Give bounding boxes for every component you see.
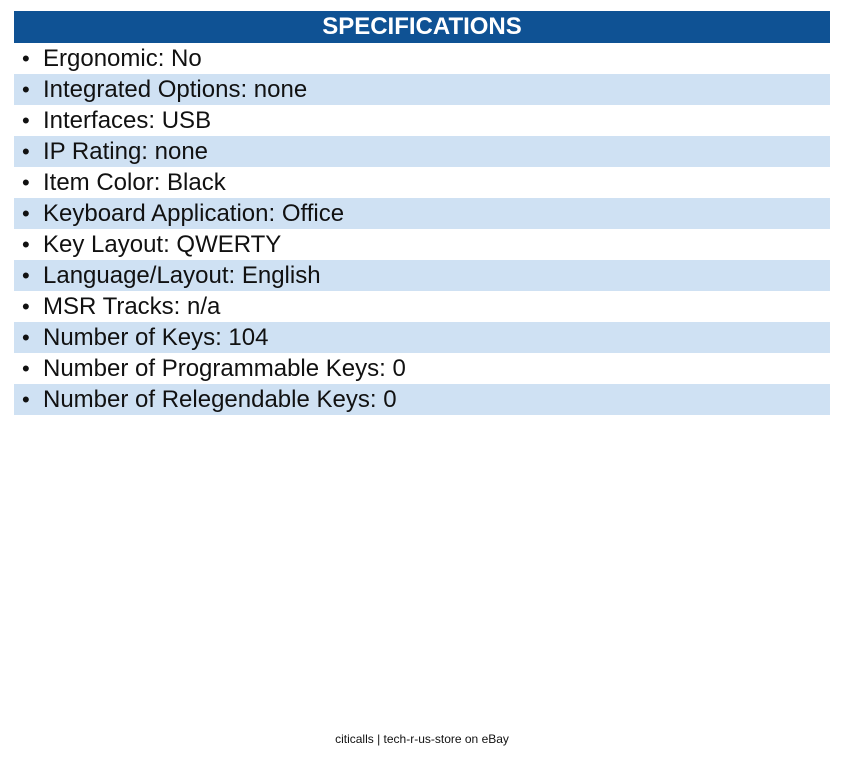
- bullet-icon: •: [22, 263, 30, 288]
- spec-item-text: Item Color: Black: [43, 169, 226, 196]
- spec-item: • Language/Layout: English: [14, 260, 830, 291]
- spec-item-text: IP Rating: none: [43, 138, 209, 165]
- bullet-icon: •: [22, 77, 30, 102]
- bullet-icon: •: [22, 201, 30, 226]
- spec-item: • Key Layout: QWERTY: [14, 229, 830, 260]
- spec-item: • Number of Relegendable Keys: 0: [14, 384, 830, 415]
- spec-item: • IP Rating: none: [14, 136, 830, 167]
- spec-item: • Integrated Options: none: [14, 74, 830, 105]
- spec-item-text: Interfaces: USB: [43, 107, 212, 134]
- bullet-icon: •: [22, 387, 30, 412]
- spec-item-text: Number of Programmable Keys: 0: [43, 355, 406, 382]
- spec-item: • Number of Programmable Keys: 0: [14, 353, 830, 384]
- bullet-icon: •: [22, 325, 30, 350]
- bullet-icon: •: [22, 46, 30, 71]
- spec-item-text: Language/Layout: English: [43, 262, 321, 289]
- spec-item-text: Ergonomic: No: [43, 45, 202, 72]
- spec-item: • Number of Keys: 104: [14, 322, 830, 353]
- specifications-table: SPECIFICATIONS • Ergonomic: No • Integrate…: [14, 11, 830, 415]
- spec-item-text: Keyboard Application: Office: [43, 200, 345, 227]
- spec-item: • Ergonomic: No: [14, 43, 830, 74]
- bullet-icon: •: [22, 232, 30, 257]
- footer-credit: citicalls | tech-r-us-store on eBay: [335, 732, 509, 746]
- specifications-list: • Ergonomic: No • Integrated Options: none…: [14, 43, 830, 415]
- spec-item: • Item Color: Black: [14, 167, 830, 198]
- specifications-header: SPECIFICATIONS: [14, 11, 830, 43]
- spec-item: • Interfaces: USB: [14, 105, 830, 136]
- spec-item-text: Key Layout: QWERTY: [43, 231, 282, 258]
- spec-item: • Keyboard Application: Office: [14, 198, 830, 229]
- bullet-icon: •: [22, 356, 30, 381]
- bullet-icon: •: [22, 108, 30, 133]
- spec-item-text: Number of Relegendable Keys: 0: [43, 386, 397, 413]
- bullet-icon: •: [22, 294, 30, 319]
- spec-item: • MSR Tracks: n/a: [14, 291, 830, 322]
- bullet-icon: •: [22, 170, 30, 195]
- spec-item-text: Integrated Options: none: [43, 76, 308, 103]
- spec-item-text: Number of Keys: 104: [43, 324, 269, 351]
- bullet-icon: •: [22, 139, 30, 164]
- spec-item-text: MSR Tracks: n/a: [43, 293, 221, 320]
